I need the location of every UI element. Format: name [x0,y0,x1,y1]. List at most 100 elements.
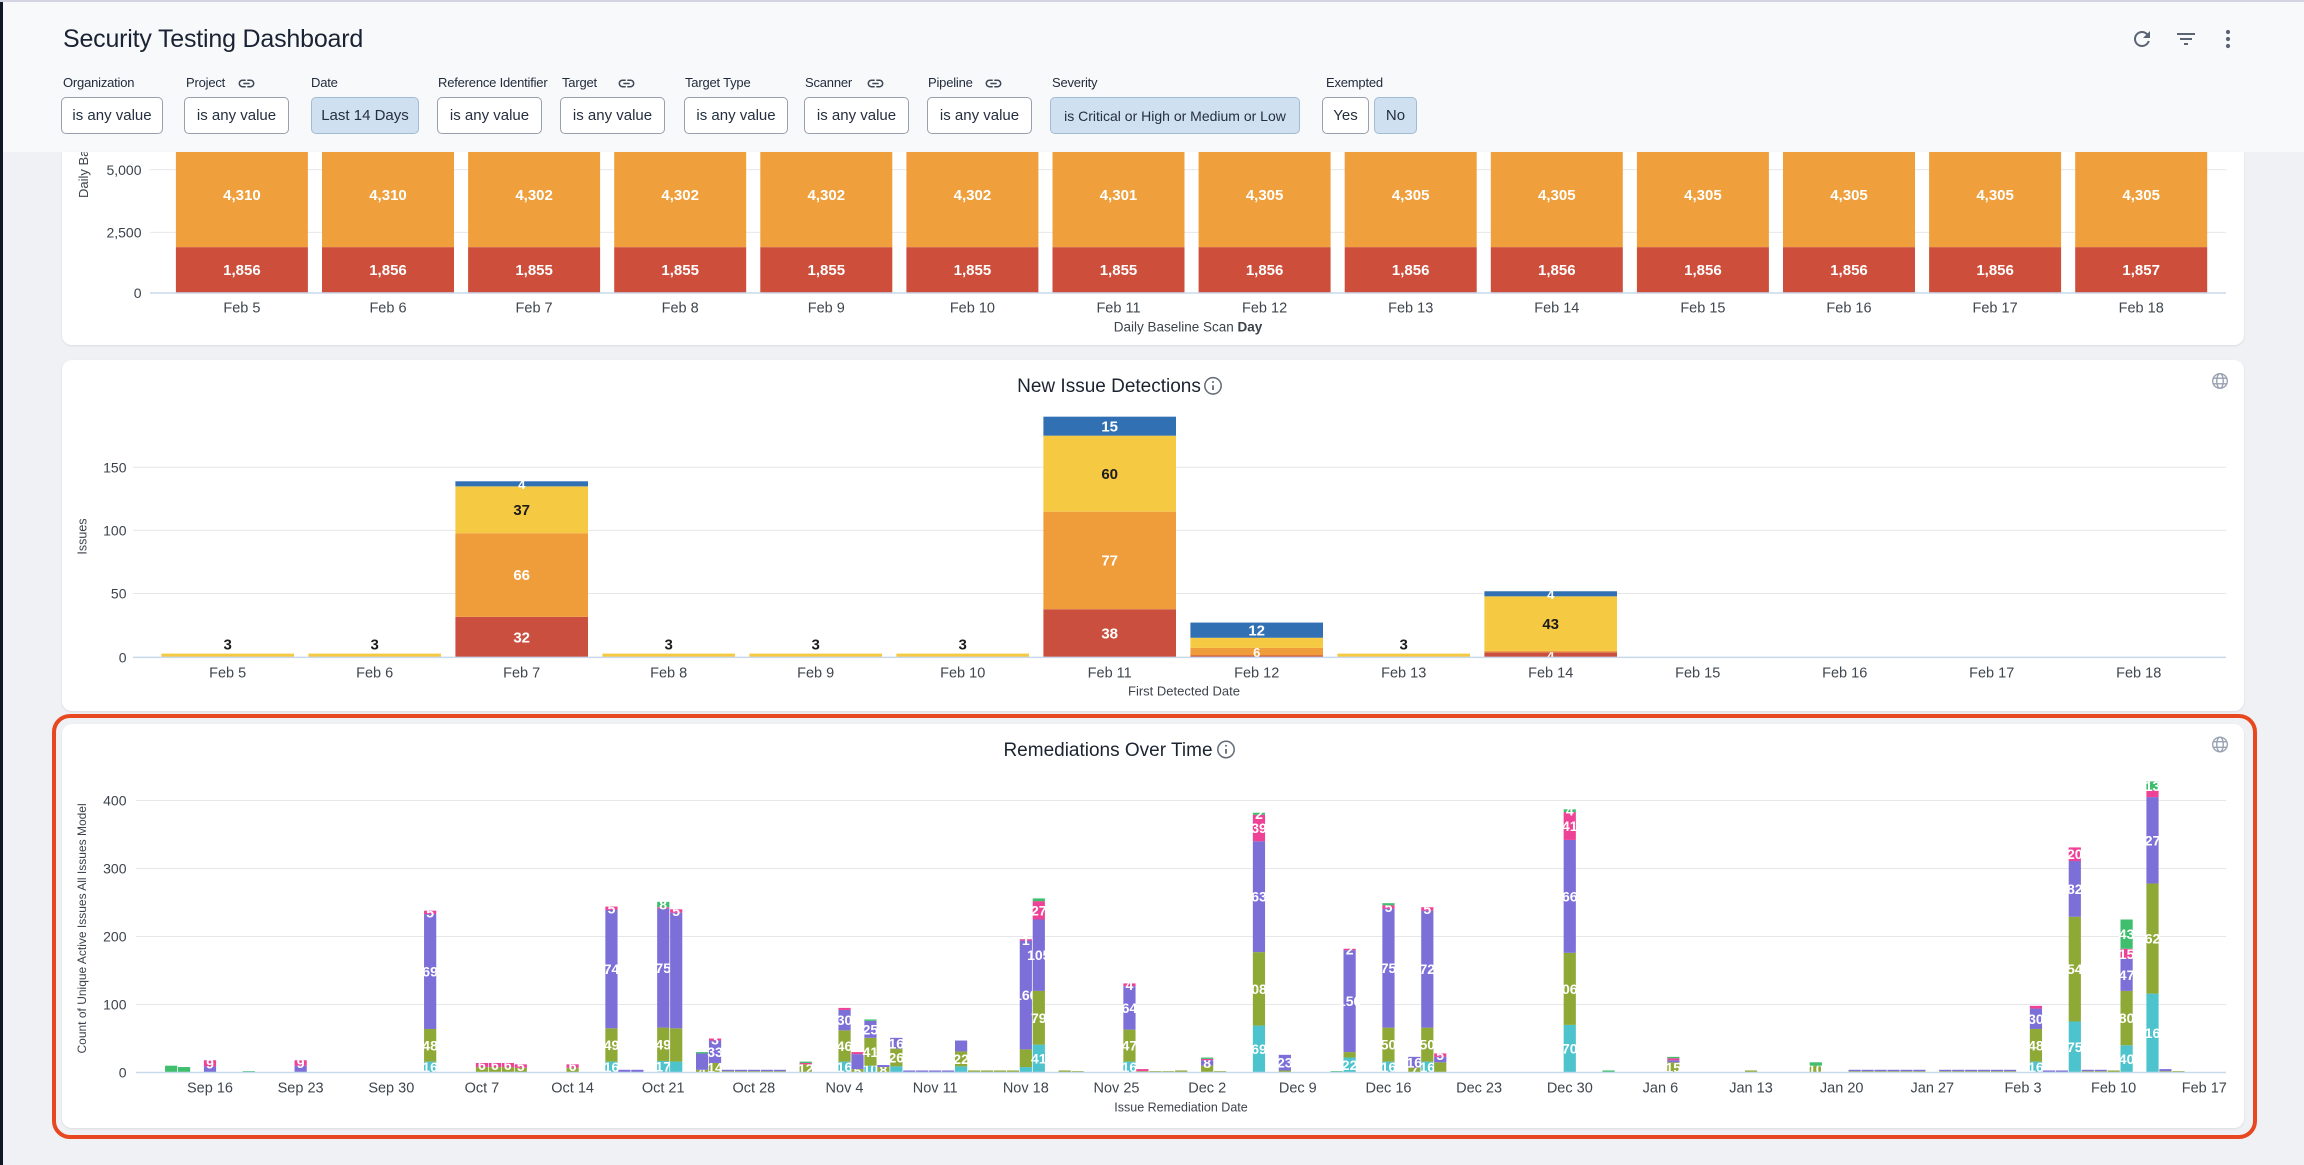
svg-text:3: 3 [711,1032,719,1048]
svg-text:Issues: Issues [76,518,90,554]
svg-text:2,500: 2,500 [106,225,141,241]
svg-text:1,856: 1,856 [1976,262,2014,279]
svg-text:Issue Remediation Date: Issue Remediation Date [1114,1101,1247,1115]
svg-text:Feb 5: Feb 5 [209,665,246,681]
svg-text:5: 5 [1423,901,1431,917]
svg-text:1,856: 1,856 [223,262,261,279]
svg-text:Feb 13: Feb 13 [1388,301,1433,317]
svg-text:4: 4 [518,477,526,492]
svg-text:Feb 10: Feb 10 [2091,1081,2136,1097]
svg-text:4,310: 4,310 [223,187,261,204]
svg-text:400: 400 [103,793,127,809]
svg-text:47: 47 [2119,967,2135,983]
svg-text:54: 54 [2067,961,2083,977]
svg-text:13: 13 [2145,778,2161,794]
svg-text:5: 5 [854,1063,862,1079]
svg-text:Dec 2: Dec 2 [1188,1081,1226,1097]
svg-text:4: 4 [1547,587,1555,602]
svg-text:74: 74 [604,961,620,977]
svg-text:Feb 5: Feb 5 [223,301,260,317]
svg-text:5: 5 [1436,1047,1444,1063]
svg-text:5,000: 5,000 [106,162,141,178]
svg-text:1,856: 1,856 [1684,262,1722,279]
svg-text:Feb 17: Feb 17 [1973,301,2018,317]
svg-text:Feb 11: Feb 11 [1096,301,1140,317]
svg-text:4: 4 [1566,803,1574,819]
svg-text:1,855: 1,855 [515,262,553,279]
svg-text:60: 60 [1101,466,1118,483]
svg-text:80: 80 [2119,1010,2135,1026]
svg-text:69: 69 [422,964,438,980]
svg-text:Nov 25: Nov 25 [1094,1081,1140,1097]
svg-text:6: 6 [491,1057,499,1073]
svg-text:Feb 17: Feb 17 [2182,1081,2227,1097]
svg-text:16: 16 [604,1059,620,1075]
svg-text:Jan 27: Jan 27 [1911,1081,1955,1097]
svg-text:Feb 9: Feb 9 [797,665,834,681]
svg-text:300: 300 [103,861,127,877]
svg-text:75: 75 [1381,960,1397,976]
svg-text:15: 15 [1666,1059,1682,1075]
svg-text:Feb 6: Feb 6 [356,665,393,681]
svg-text:1,855: 1,855 [954,262,992,279]
svg-text:3: 3 [224,637,232,654]
svg-text:4,305: 4,305 [1538,187,1576,204]
svg-text:150: 150 [103,460,127,476]
svg-text:48: 48 [422,1037,438,1053]
svg-text:4,302: 4,302 [954,187,992,204]
svg-text:Sep 16: Sep 16 [187,1081,233,1097]
svg-text:79: 79 [1031,1010,1047,1026]
svg-text:9: 9 [297,1055,305,1071]
svg-text:22: 22 [1342,1057,1358,1073]
svg-text:Feb 14: Feb 14 [1528,665,1573,681]
svg-text:16: 16 [1407,1054,1423,1070]
svg-text:Oct 14: Oct 14 [551,1081,594,1097]
svg-text:08: 08 [1251,981,1267,997]
svg-text:5: 5 [672,903,680,919]
svg-text:1,856: 1,856 [1392,262,1430,279]
svg-text:33: 33 [707,1044,723,1060]
svg-text:Feb 10: Feb 10 [950,301,995,317]
svg-text:75: 75 [655,960,671,976]
svg-text:1,855: 1,855 [808,262,846,279]
svg-text:8: 8 [659,897,667,913]
svg-text:Sep 23: Sep 23 [278,1081,324,1097]
svg-text:Count of Unique Active Issues: Count of Unique Active Issues All Issues… [75,803,89,1053]
svg-text:Dec 23: Dec 23 [1456,1081,1502,1097]
svg-text:9: 9 [206,1055,214,1071]
svg-text:43: 43 [2119,926,2135,942]
svg-text:64: 64 [1122,1000,1138,1016]
svg-text:0: 0 [134,285,142,301]
svg-text:Nov 11: Nov 11 [913,1081,958,1097]
svg-text:43: 43 [1542,616,1559,633]
svg-text:12: 12 [1248,622,1265,639]
svg-text:6: 6 [1253,645,1260,660]
svg-text:1,856: 1,856 [369,262,407,279]
svg-text:Feb 18: Feb 18 [2119,301,2164,317]
svg-text:200: 200 [103,929,127,945]
svg-text:4,302: 4,302 [515,187,553,204]
svg-text:7: 7 [1410,1062,1418,1078]
svg-text:3: 3 [959,637,967,654]
svg-text:Feb 10: Feb 10 [940,665,985,681]
svg-text:Feb 8: Feb 8 [650,665,687,681]
svg-text:37: 37 [513,502,530,519]
svg-text:Remediations Over Time: Remediations Over Time [1003,740,1212,761]
svg-text:Feb 14: Feb 14 [1534,301,1579,317]
svg-text:8: 8 [880,1062,888,1078]
svg-text:Oct 28: Oct 28 [733,1081,776,1097]
svg-text:27: 27 [1031,902,1047,918]
svg-text:100: 100 [103,997,127,1013]
svg-text:20: 20 [2067,846,2083,862]
svg-text:50: 50 [1420,1037,1436,1053]
svg-text:6: 6 [504,1057,512,1073]
svg-text:First Detected Date: First Detected Date [1128,684,1240,699]
svg-text:50: 50 [1381,1037,1397,1053]
svg-text:62: 62 [2145,931,2161,947]
svg-text:40: 40 [2119,1051,2135,1067]
svg-text:77: 77 [1101,553,1118,570]
svg-text:47: 47 [1122,1038,1138,1054]
svg-text:Feb 18: Feb 18 [2116,665,2161,681]
svg-text:160: 160 [1014,987,1038,1003]
svg-text:17: 17 [655,1059,671,1075]
